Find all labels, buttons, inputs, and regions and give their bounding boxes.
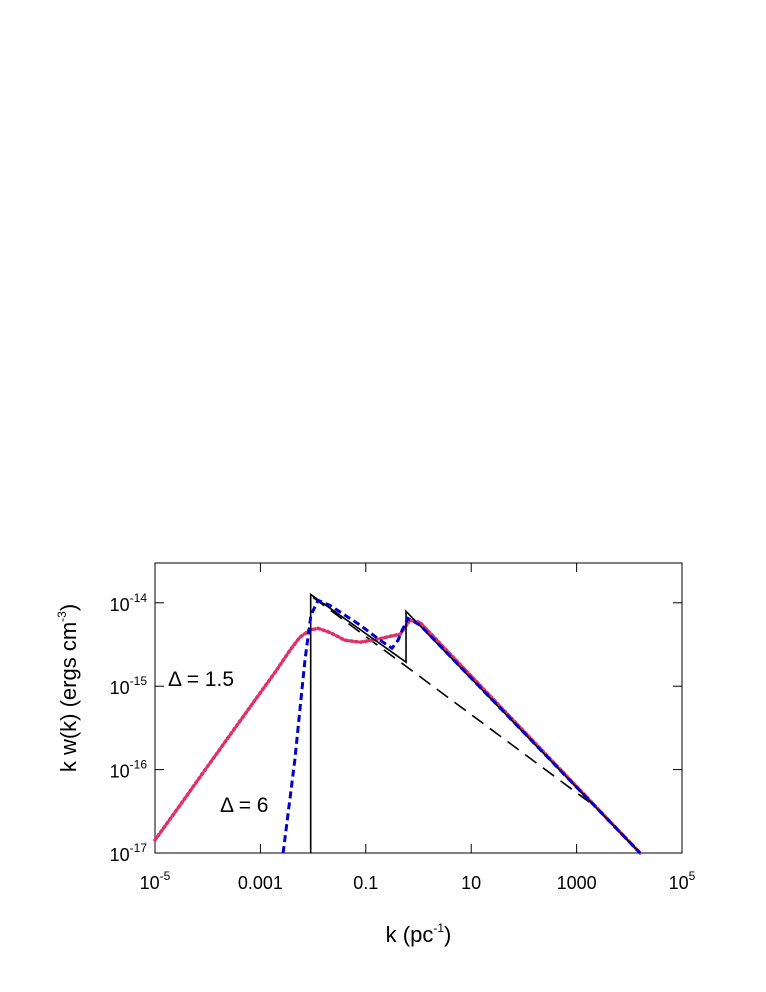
tick-label-exponent: -16 xyxy=(130,758,148,772)
tick-label: 1000 xyxy=(557,873,597,893)
tick-label-exponent: -17 xyxy=(130,841,148,855)
tick-label-exponent: -14 xyxy=(130,591,148,605)
tick-label-base: 10 xyxy=(110,845,130,865)
plot-frame xyxy=(154,562,683,854)
tick-label: 10-14 xyxy=(110,591,148,615)
tick-label-base: 10 xyxy=(110,762,130,782)
tick-label: 10-5 xyxy=(140,869,171,893)
tick-label: 10-15 xyxy=(110,674,148,698)
tick-label-base: 0.001 xyxy=(238,873,283,893)
tick-label: 10 xyxy=(461,873,481,893)
annotation: Δ = 1.5 xyxy=(168,668,234,691)
tick-label-base: 10 xyxy=(669,873,689,893)
x-axis-title-text: ) xyxy=(444,922,451,947)
x-axis-title-text: k (pc xyxy=(386,922,434,947)
tick-label: 0.001 xyxy=(238,873,283,893)
tick-label-exponent: -5 xyxy=(160,869,171,883)
y-axis-title-exponent: -3 xyxy=(55,611,69,622)
annotation: Δ = 6 xyxy=(220,794,268,817)
tick-label-base: 1000 xyxy=(557,873,597,893)
tick-label-base: 10 xyxy=(461,873,481,893)
tick-label: 10-17 xyxy=(110,841,148,865)
y-axis-title: k w(k) (ergs cm-3) xyxy=(55,604,81,772)
tick-label-base: 10 xyxy=(140,873,160,893)
tick-label: 10-16 xyxy=(110,758,148,782)
y-axis-title-text: ) xyxy=(56,604,81,611)
tick-label-base: 10 xyxy=(110,678,130,698)
series-line xyxy=(153,618,642,855)
tick-label-exponent: 5 xyxy=(689,869,696,883)
x-axis-title-exponent: -1 xyxy=(433,921,444,935)
x-axis-title: k (pc-1) xyxy=(386,921,452,947)
tick-label-base: 10 xyxy=(110,595,130,615)
series-line xyxy=(281,598,642,855)
tick-label: 105 xyxy=(669,869,696,893)
tick-label-exponent: -15 xyxy=(130,674,148,688)
tick-label-base: 0.1 xyxy=(353,873,378,893)
y-axis-title-text: k w(k) (ergs cm xyxy=(56,622,81,772)
tick-label: 0.1 xyxy=(353,873,378,893)
